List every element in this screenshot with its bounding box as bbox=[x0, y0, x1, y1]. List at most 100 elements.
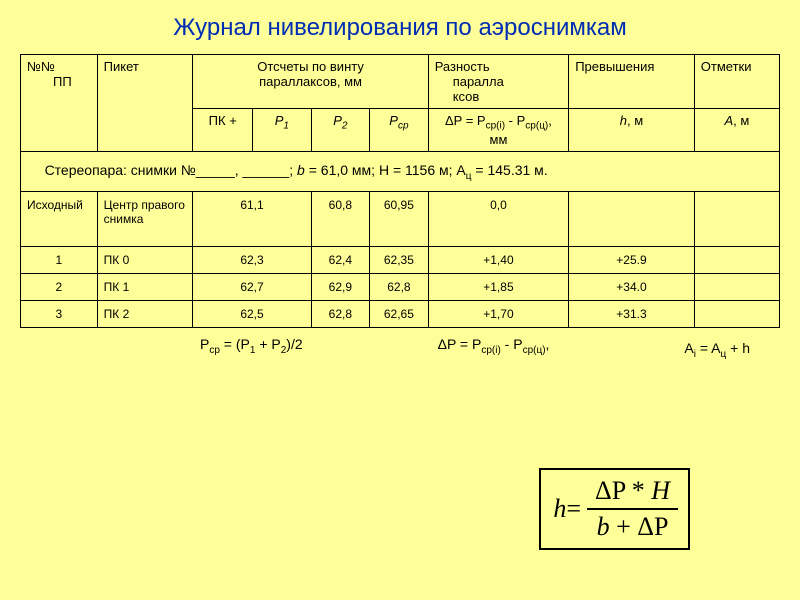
f1c: = (P bbox=[220, 336, 250, 352]
hdr-pp: №№ ПП bbox=[21, 55, 98, 152]
sub-pk: ПК + bbox=[193, 109, 253, 152]
hdr-marks: Отметки bbox=[694, 55, 779, 109]
f2b: ср(i) bbox=[481, 345, 500, 356]
params-b-label: b bbox=[297, 162, 305, 178]
f2c: - P bbox=[501, 336, 523, 352]
cell-h: +25.9 bbox=[569, 247, 695, 274]
f2d: ср(ц) bbox=[523, 345, 546, 356]
cell-pk: ПК 2 bbox=[97, 301, 193, 328]
eq-equals: = bbox=[566, 494, 581, 524]
eq-lhs: h bbox=[553, 494, 566, 524]
hdr-pp-line1: №№ bbox=[27, 59, 55, 74]
f2e: , bbox=[546, 336, 550, 352]
cell-h bbox=[569, 192, 695, 247]
eq-den-plus: + bbox=[610, 512, 638, 541]
table-row: 1ПК 062,362,462,35+1,40+25.9 bbox=[21, 247, 780, 274]
cell-h: +34.0 bbox=[569, 274, 695, 301]
hdr-diff: Разность паралла ксов bbox=[428, 55, 569, 109]
eq-num-dp: ΔP bbox=[595, 476, 625, 505]
cell-p1: 61,1 bbox=[193, 192, 311, 247]
formulas-line: Pср = (P1 + P2)/2 ΔP = Pср(i) - Pср(ц), … bbox=[20, 336, 780, 360]
hdr-diff-l1: Разность bbox=[435, 59, 490, 74]
sub-dp-f: мм bbox=[490, 132, 508, 147]
f3c: = A bbox=[696, 340, 721, 356]
header-row-1: №№ ПП Пикет Отсчеты по винту параллаксов… bbox=[21, 55, 780, 109]
sub-p2-sub: 2 bbox=[342, 121, 348, 132]
cell-pcp: 62,35 bbox=[370, 247, 429, 274]
cell-p1: 62,7 bbox=[193, 274, 311, 301]
eq-den-dp: ΔP bbox=[637, 512, 668, 541]
sub-dp-a: ΔP = P bbox=[445, 113, 486, 128]
hdr-excess: Превышения bbox=[569, 55, 695, 109]
cell-dp: 0,0 bbox=[428, 192, 569, 247]
sub-p1: P1 bbox=[253, 109, 312, 152]
sub-dp-d: ср(ц) bbox=[525, 121, 548, 132]
sub-h: h, м bbox=[569, 109, 695, 152]
cell-a bbox=[694, 301, 779, 328]
sub-p1-sub: 1 bbox=[283, 121, 289, 132]
params-ac-val: = 145.31 м. bbox=[472, 162, 548, 178]
sub-p2: P2 bbox=[311, 109, 370, 152]
table-row: ИсходныйЦентр правого снимка61,160,860,9… bbox=[21, 192, 780, 247]
hdr-piket: Пикет bbox=[97, 55, 193, 152]
equation-box: h = ΔP * H b + ΔP bbox=[539, 468, 690, 550]
cell-p2: 62,8 bbox=[311, 301, 370, 328]
cell-pk: ПК 1 bbox=[97, 274, 193, 301]
cell-p1: 62,3 bbox=[193, 247, 311, 274]
cell-n: 3 bbox=[21, 301, 98, 328]
cell-a bbox=[694, 247, 779, 274]
sub-a: A, м bbox=[694, 109, 779, 152]
cell-dp: +1,70 bbox=[428, 301, 569, 328]
params-row: Стереопара: снимки №_____, ______; b = 6… bbox=[21, 151, 780, 192]
eq-den: b + ΔP bbox=[587, 510, 678, 542]
page-title: Журнал нивелирования по аэроснимкам bbox=[0, 0, 800, 54]
sub-dp-e: , bbox=[548, 113, 552, 128]
hdr-diff-l3: ксов bbox=[435, 89, 480, 104]
cell-dp: +1,85 bbox=[428, 274, 569, 301]
sub-h-unit: , м bbox=[627, 113, 643, 128]
hdr-diff-l2: паралла bbox=[435, 74, 504, 89]
params-prefix: Стереопара: снимки №_____, ______; bbox=[45, 162, 297, 178]
cell-n: 1 bbox=[21, 247, 98, 274]
hdr-counts: Отсчеты по винту параллаксов, мм bbox=[193, 55, 428, 109]
f3e: + h bbox=[726, 340, 750, 356]
f1a: P bbox=[200, 336, 209, 352]
sub-dp-c: - P bbox=[505, 113, 525, 128]
sub-p2-sym: P bbox=[333, 113, 342, 128]
cell-pcp: 62,65 bbox=[370, 301, 429, 328]
cell-h: +31.3 bbox=[569, 301, 695, 328]
eq-den-b: b bbox=[597, 512, 610, 541]
eq-num-h: H bbox=[651, 476, 670, 505]
sub-pcp-sub: ср bbox=[398, 121, 409, 132]
hdr-counts-l2: параллаксов, мм bbox=[259, 74, 362, 89]
cell-a bbox=[694, 274, 779, 301]
params-cell: Стереопара: снимки №_____, ______; b = 6… bbox=[21, 151, 780, 192]
cell-p2: 62,9 bbox=[311, 274, 370, 301]
sub-a-sym: A bbox=[724, 113, 733, 128]
cell-n: Исходный bbox=[21, 192, 98, 247]
f1b: ср bbox=[209, 345, 220, 356]
cell-p1: 62,5 bbox=[193, 301, 311, 328]
cell-pcp: 60,95 bbox=[370, 192, 429, 247]
cell-p2: 62,4 bbox=[311, 247, 370, 274]
sub-a-unit: , м bbox=[733, 113, 749, 128]
cell-dp: +1,40 bbox=[428, 247, 569, 274]
table-row: 3ПК 262,562,862,65+1,70+31.3 bbox=[21, 301, 780, 328]
formula-dp: ΔP = Pср(i) - Pср(ц), bbox=[438, 336, 550, 356]
f1g: )/2 bbox=[286, 336, 302, 352]
formula-a: Ai = Aц + h bbox=[684, 336, 780, 360]
cell-pk: Центр правого снимка bbox=[97, 192, 193, 247]
sub-dp: ΔP = Pср(i) - Pср(ц), мм bbox=[428, 109, 569, 152]
cell-n: 2 bbox=[21, 274, 98, 301]
hdr-counts-l1: Отсчеты по винту bbox=[257, 59, 364, 74]
table-row: 2ПК 162,762,962,8+1,85+34.0 bbox=[21, 274, 780, 301]
cell-p2: 60,8 bbox=[311, 192, 370, 247]
eq-num-star: * bbox=[625, 476, 651, 505]
eq-fraction: ΔP * H b + ΔP bbox=[587, 476, 678, 542]
eq-num: ΔP * H bbox=[587, 476, 678, 510]
sub-dp-b: ср(i) bbox=[486, 121, 505, 132]
cell-pcp: 62,8 bbox=[370, 274, 429, 301]
formula-pcp: Pср = (P1 + P2)/2 bbox=[20, 336, 303, 356]
f1e: + P bbox=[255, 336, 280, 352]
params-b-val: = 61,0 мм; H = 1156 м; A bbox=[305, 162, 466, 178]
